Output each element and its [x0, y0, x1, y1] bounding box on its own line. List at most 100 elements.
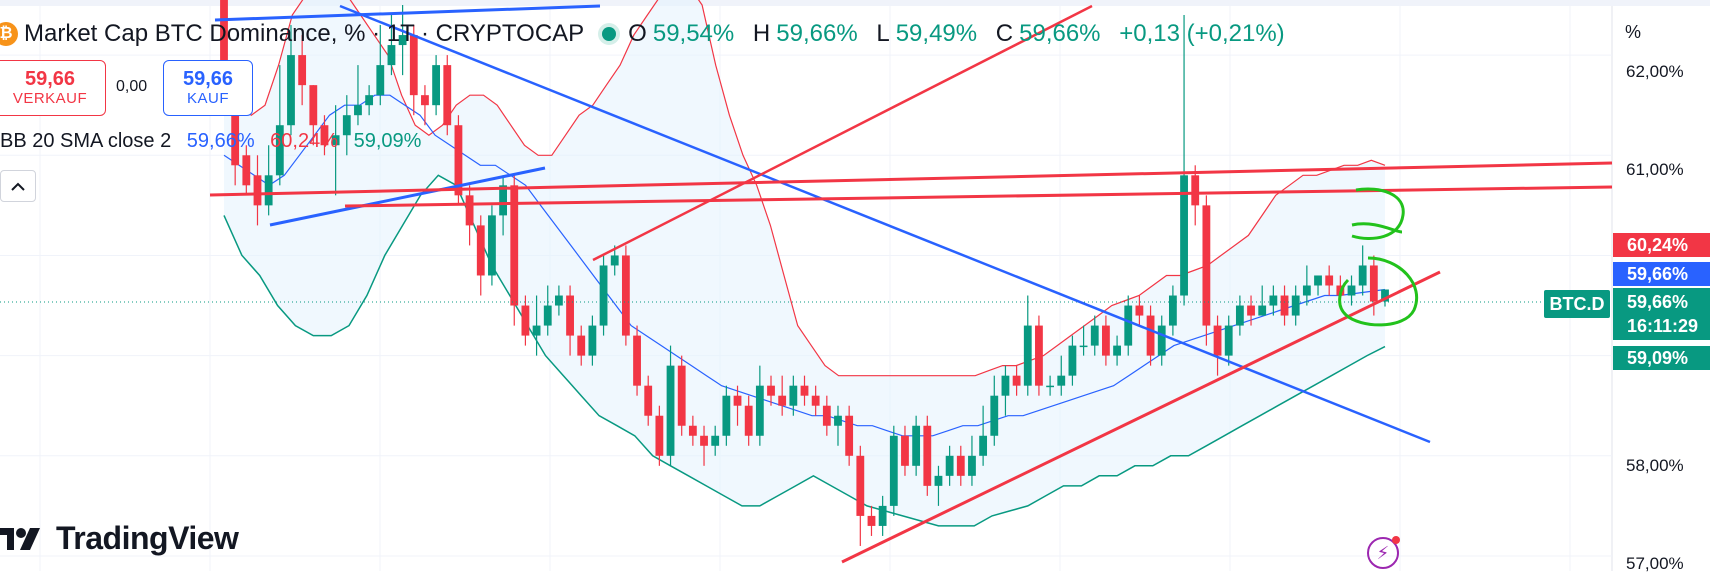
candle-body [968, 455, 976, 476]
candle-body [733, 395, 742, 406]
basis-price-label: 59,66% [1613, 262, 1710, 286]
annotation-circle-top[interactable] [1351, 187, 1405, 240]
candle-body [822, 405, 831, 426]
resistance-line-lower[interactable] [344, 185, 1613, 208]
blue-trendline-short[interactable] [269, 166, 546, 227]
bollinger-upper-line [223, 0, 1386, 377]
candle-body [577, 335, 586, 356]
alert-bolt-button[interactable]: ⚡ [1367, 536, 1400, 569]
candle-body [700, 435, 708, 446]
candle-body [901, 435, 909, 466]
candle-body [376, 65, 385, 96]
price-scale-unit[interactable]: % [1625, 22, 1642, 42]
candle-body [800, 385, 809, 396]
sell-button[interactable]: 59,66 VERKAUF [0, 60, 106, 116]
candle-body [275, 125, 284, 176]
candle-body [979, 435, 988, 456]
candle-body [778, 395, 787, 406]
red-ascending-line[interactable] [592, 4, 1093, 262]
candle-body [1280, 295, 1289, 316]
resistance-line-upper[interactable] [209, 161, 1613, 197]
candle-body [409, 35, 418, 96]
candle-body [1068, 345, 1077, 376]
indicator-basis-value: 59,66% [186, 130, 255, 152]
candle-body [677, 365, 686, 426]
candle-body [1079, 345, 1088, 348]
candle-body [889, 435, 898, 506]
candle-body [1135, 305, 1144, 316]
candle-body [610, 255, 619, 266]
candle-body [1302, 285, 1311, 296]
candle-body [354, 105, 362, 116]
candle-body [253, 175, 262, 206]
trendline-drawings[interactable] [209, 4, 1613, 564]
brand-name: TradingView [56, 520, 239, 556]
candle-body [711, 435, 720, 446]
bollinger-basis-line [223, 94, 1386, 437]
candle-body [644, 385, 653, 416]
blue-trendline-top[interactable] [214, 4, 601, 22]
candle-body [1314, 275, 1322, 286]
collapse-legend-button[interactable] [0, 170, 36, 202]
tradingview-logo-icon [0, 527, 40, 550]
close-label: C [995, 20, 1014, 47]
lower-band-price-label: 59,09% [1613, 346, 1710, 370]
candle-body [331, 135, 340, 146]
sell-label: VERKAUF [12, 90, 88, 107]
candle-body [1146, 315, 1155, 356]
candle-body [1269, 295, 1278, 306]
candle-body [1347, 285, 1356, 296]
candle-body [588, 325, 597, 356]
candle-body [476, 225, 485, 276]
candle-body [767, 385, 775, 396]
candle-body [912, 425, 921, 466]
candle-body [990, 395, 999, 436]
annotation-arc[interactable] [1351, 222, 1403, 234]
candle-body [1090, 325, 1099, 346]
indicator-name: BB 20 SMA close 2 [0, 130, 172, 152]
chart-header: ₿ Market Cap BTC Dominance, % · 1T · CRY… [0, 14, 1297, 54]
candle-body [934, 475, 943, 486]
candle-body [688, 425, 697, 436]
candle-body [543, 305, 552, 326]
buy-label: KAUF [186, 90, 229, 107]
price-tick: 58,00% [1626, 456, 1684, 475]
support-trendline[interactable] [841, 270, 1441, 564]
close-value: 59,66% [1019, 20, 1101, 47]
annotation-circle-bottom[interactable] [1338, 256, 1419, 327]
price-tick: 61,00% [1626, 160, 1684, 179]
indicator-legend[interactable]: BB 20 SMA close 2 59,66% 60,24% 59,09% [0, 130, 421, 153]
notification-dot [1392, 536, 1400, 544]
candle-body [845, 415, 854, 456]
price-tick: 57,00% [1626, 554, 1684, 573]
market-status-dot [602, 27, 617, 41]
candle-body [488, 215, 496, 276]
candle-body [755, 385, 764, 436]
candle-body [744, 405, 753, 436]
candle-body [1046, 385, 1055, 388]
candle-body [365, 95, 374, 106]
lightning-icon: ⚡ [1376, 542, 1390, 563]
candle-body [1191, 175, 1200, 206]
last-price-label: 59,66% 16:11:29 [1613, 288, 1710, 340]
candle-body [1035, 325, 1043, 386]
candle-body [454, 125, 463, 196]
upper-band-price-label: 60,24% [1613, 233, 1710, 257]
low-label: L [876, 20, 890, 47]
buy-price: 59,66 [182, 68, 234, 90]
price-tick: 62,00% [1626, 62, 1684, 81]
candle-body [1325, 275, 1334, 286]
bar-countdown: 16:11:29 [1627, 316, 1699, 336]
indicator-lower-value: 59,09% [353, 130, 422, 152]
candle-body [342, 115, 351, 136]
candle-body [566, 295, 574, 336]
candle-body [811, 395, 820, 406]
candle-body [722, 395, 731, 436]
blue-descending-trendline[interactable] [339, 4, 1431, 444]
candles [220, 0, 1389, 546]
tradingview-logo[interactable]: TradingView [0, 520, 239, 557]
buy-button[interactable]: 59,66 KAUF [163, 60, 253, 116]
chart-title[interactable]: Market Cap BTC Dominance, % · 1T · CRYPT… [24, 20, 585, 47]
candle-body [867, 515, 876, 526]
